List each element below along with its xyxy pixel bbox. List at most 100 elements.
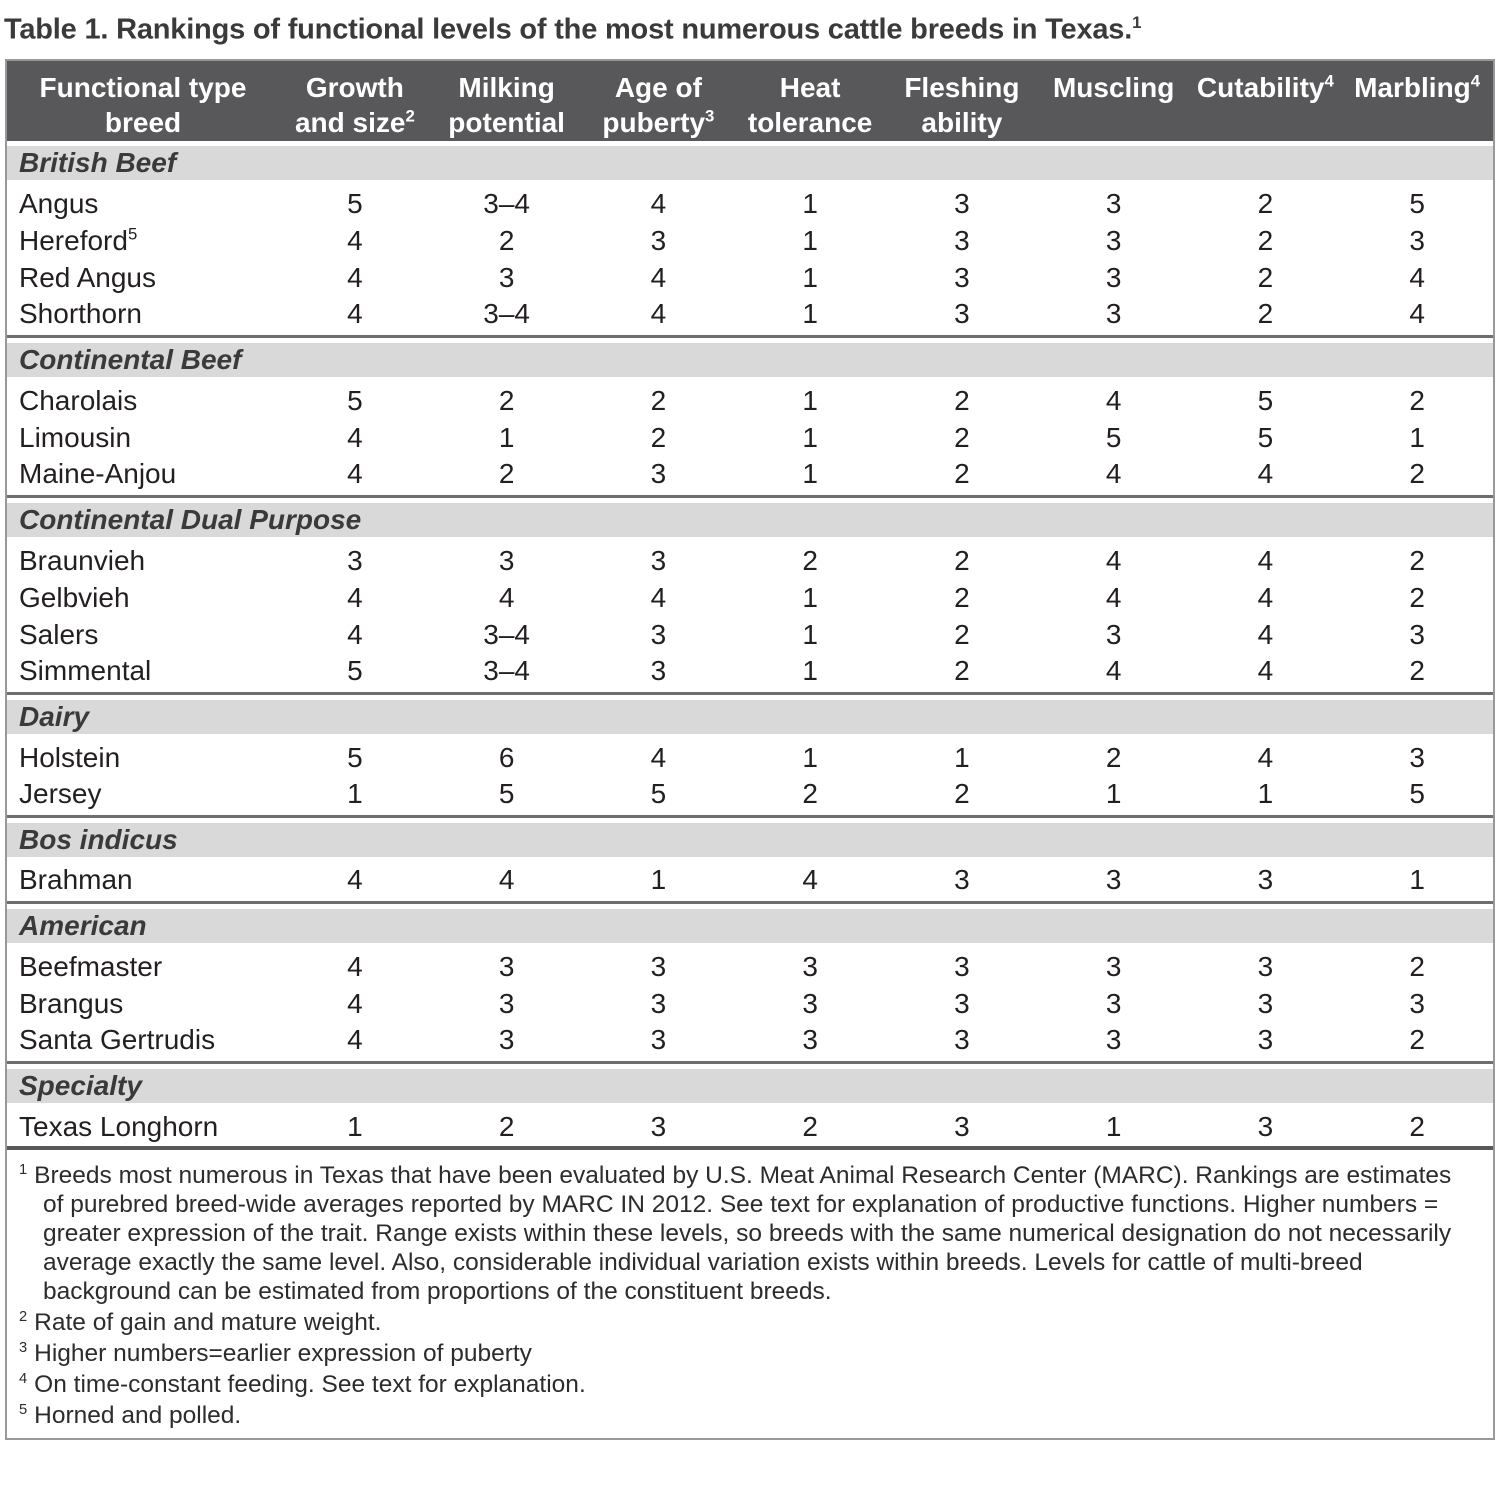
footnote: 4 On time-constant feeding. See text for …: [19, 1370, 1477, 1399]
header-line: ability: [921, 106, 1003, 138]
rank-value-cell: 3: [498, 545, 515, 577]
col-header-muscling: Muscling: [1037, 60, 1190, 141]
rank-value-cell: 4: [347, 619, 363, 651]
breed-name-cell: Simmental: [7, 654, 279, 695]
rank-value-cell: 3: [802, 951, 818, 983]
rank-value-cell: 4: [1037, 457, 1190, 498]
rank-value-cell: 5: [1341, 777, 1493, 818]
footnote: 5 Horned and polled.: [19, 1401, 1477, 1430]
table-row: Red Angus 4 3 4 1 3 3 2 4: [7, 260, 1493, 297]
rank-value-cell: 2: [498, 385, 515, 417]
rank-value-cell: 3: [582, 654, 735, 695]
rank-value-cell: 4: [1037, 654, 1190, 695]
rank-value-cell: 1: [802, 225, 818, 257]
footnote-marker: 1: [19, 1161, 28, 1178]
breed-name-cell: Texas Longhorn: [7, 1109, 279, 1146]
rank-value-cell: 3: [498, 988, 515, 1020]
breed-name-cell: Angus: [7, 186, 279, 223]
col-header-heat-tolerance: Heat tolerance: [734, 60, 886, 141]
rank-value-cell: 4: [279, 457, 431, 498]
section-row: Continental Beef: [7, 337, 1493, 383]
rank-value-cell: 2: [886, 654, 1038, 695]
rank-value-cell: 1: [802, 262, 818, 294]
table-row: Simmental 5 3–4 3 1 2 4 4 2: [7, 654, 1493, 695]
table-row: Jersey 1 5 5 2 2 1 1 5: [7, 777, 1493, 818]
rank-value-cell: 2: [1409, 582, 1425, 614]
breed-name: Hereford: [19, 225, 128, 257]
col-header-fleshing-ability: Fleshing ability: [886, 60, 1038, 141]
rank-value-cell: 3: [802, 988, 818, 1020]
header-line: Fleshing: [904, 71, 1020, 103]
breed-name: Red Angus: [19, 262, 156, 294]
breed-name-cell: Charolais: [7, 383, 279, 420]
rank-value-cell: 2: [1409, 545, 1425, 577]
breed-name: Beefmaster: [19, 951, 163, 983]
breed-name: Jersey: [19, 777, 102, 809]
header-sup: 2: [405, 106, 415, 126]
breed-name-cell: Jersey: [7, 777, 279, 818]
rank-value-cell: 4: [347, 988, 363, 1020]
breed-name-cell: Maine-Anjou: [7, 457, 279, 498]
header-line: Muscling: [1052, 71, 1175, 103]
rank-value-cell: 3: [1105, 619, 1122, 651]
rank-value-cell: 3: [650, 619, 667, 651]
header-sup: 4: [1324, 71, 1334, 91]
section-header: Specialty: [7, 1063, 1493, 1109]
header-line: Age of: [614, 71, 702, 103]
rank-value-cell: 3: [650, 951, 667, 983]
rank-value-cell: 4: [1105, 385, 1122, 417]
rank-value-cell: 1: [802, 619, 818, 651]
rank-value-cell: 1: [1341, 863, 1493, 904]
rank-value-cell: 2: [650, 385, 667, 417]
rank-value-cell: 3: [1257, 951, 1274, 983]
rank-value-cell: 3: [1037, 863, 1190, 904]
rank-value-cell: 3: [650, 988, 667, 1020]
breed-name: Holstein: [19, 742, 121, 774]
table-row: Maine-Anjou 4 2 3 1 2 4 4 2: [7, 457, 1493, 498]
rank-value-cell: 3–4: [483, 188, 530, 220]
rank-value-cell: 4: [1105, 582, 1122, 614]
footnote-text: Rate of gain and mature weight.: [34, 1308, 382, 1336]
rank-value-cell: 6: [498, 742, 515, 774]
rank-value-cell: 4: [650, 188, 667, 220]
rank-value-cell: 4: [498, 582, 515, 614]
breed-name: Brangus: [19, 988, 124, 1020]
table-body: British Beef Angus 5 3–4 4 1 3 3 2 5 Hereford5 4 2 3 1…: [7, 140, 1493, 1146]
table-row: Beefmaster 4 3 3 3 3 3 3 2: [7, 949, 1493, 986]
rank-value-cell: 2: [954, 385, 970, 417]
table-row: Braunvieh 3 3 3 2 2 4 4 2: [7, 543, 1493, 580]
rank-value-cell: 3: [582, 457, 735, 498]
rank-value-cell: 1: [802, 422, 818, 454]
rank-value-cell: 2: [886, 457, 1038, 498]
table-row: Charolais 5 2 2 1 2 4 5 2: [7, 383, 1493, 420]
rank-value-cell: 3: [1037, 1023, 1190, 1064]
breed-name-cell: Salers: [7, 617, 279, 654]
col-header-age-of-puberty: Age of puberty3: [582, 60, 735, 141]
rank-value-cell: 2: [734, 777, 886, 818]
rank-value-cell: 1: [802, 582, 818, 614]
rank-value-cell: 5: [347, 188, 363, 220]
rank-value-cell: 1: [347, 1111, 363, 1143]
rank-value-cell: 3: [1105, 951, 1122, 983]
footnote-text: Higher numbers=earlier expression of pub…: [34, 1339, 532, 1367]
rank-value-cell: 5: [582, 777, 735, 818]
rank-value-cell: 3: [1105, 262, 1122, 294]
table-row: Limousin 4 1 2 1 2 5 5 1: [7, 420, 1493, 457]
rank-value-cell: 4: [1105, 545, 1122, 577]
rank-value-cell: 2: [498, 225, 515, 257]
rank-value-cell: 1: [954, 742, 970, 774]
rank-value-cell: 3: [1105, 988, 1122, 1020]
breed-name-cell: Braunvieh: [7, 543, 279, 580]
rank-value-cell: 1: [802, 385, 818, 417]
rank-value-cell: 1: [734, 297, 886, 338]
rank-value-cell: 4: [347, 582, 363, 614]
rank-value-cell: 5: [1257, 385, 1274, 417]
rank-value-cell: 1: [1409, 422, 1425, 454]
table-row: Salers 4 3–4 3 1 2 3 4 3: [7, 617, 1493, 654]
table-title: Table 1. Rankings of functional levels o…: [0, 0, 1500, 59]
breed-name-cell: Santa Gertrudis: [7, 1023, 279, 1064]
rank-value-cell: 1: [582, 863, 735, 904]
rank-value-cell: 4: [1409, 262, 1425, 294]
rank-value-cell: 2: [1257, 225, 1274, 257]
footnote-marker: 4: [19, 1370, 28, 1387]
